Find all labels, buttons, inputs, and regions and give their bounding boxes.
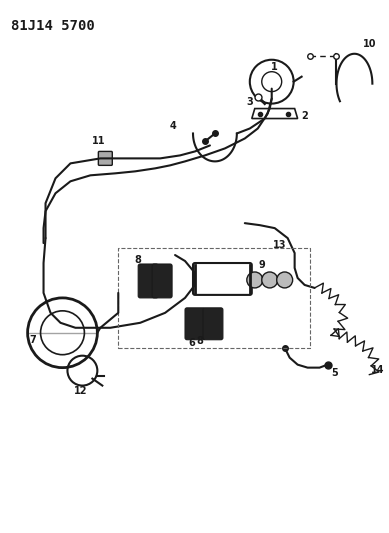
Text: 9: 9 bbox=[258, 260, 265, 270]
Text: 14: 14 bbox=[371, 365, 384, 375]
Text: 12: 12 bbox=[74, 385, 87, 395]
Text: 7: 7 bbox=[29, 335, 36, 345]
Text: 6: 6 bbox=[189, 338, 195, 348]
FancyBboxPatch shape bbox=[138, 264, 158, 298]
Text: 11: 11 bbox=[91, 136, 105, 147]
Circle shape bbox=[262, 272, 278, 288]
Text: 1: 1 bbox=[272, 62, 278, 72]
FancyBboxPatch shape bbox=[152, 264, 172, 298]
Circle shape bbox=[247, 272, 263, 288]
Text: 10: 10 bbox=[363, 39, 376, 49]
FancyBboxPatch shape bbox=[98, 151, 112, 165]
Text: 8: 8 bbox=[196, 336, 203, 346]
Text: 8: 8 bbox=[135, 255, 142, 265]
Text: 3: 3 bbox=[246, 96, 253, 107]
Text: 2: 2 bbox=[301, 110, 308, 120]
Text: 13: 13 bbox=[273, 240, 286, 250]
Text: 4: 4 bbox=[170, 120, 177, 131]
FancyBboxPatch shape bbox=[203, 308, 223, 340]
FancyBboxPatch shape bbox=[185, 308, 205, 340]
Text: 5: 5 bbox=[331, 368, 338, 377]
Text: 81J14 5700: 81J14 5700 bbox=[11, 19, 95, 33]
Circle shape bbox=[277, 272, 293, 288]
